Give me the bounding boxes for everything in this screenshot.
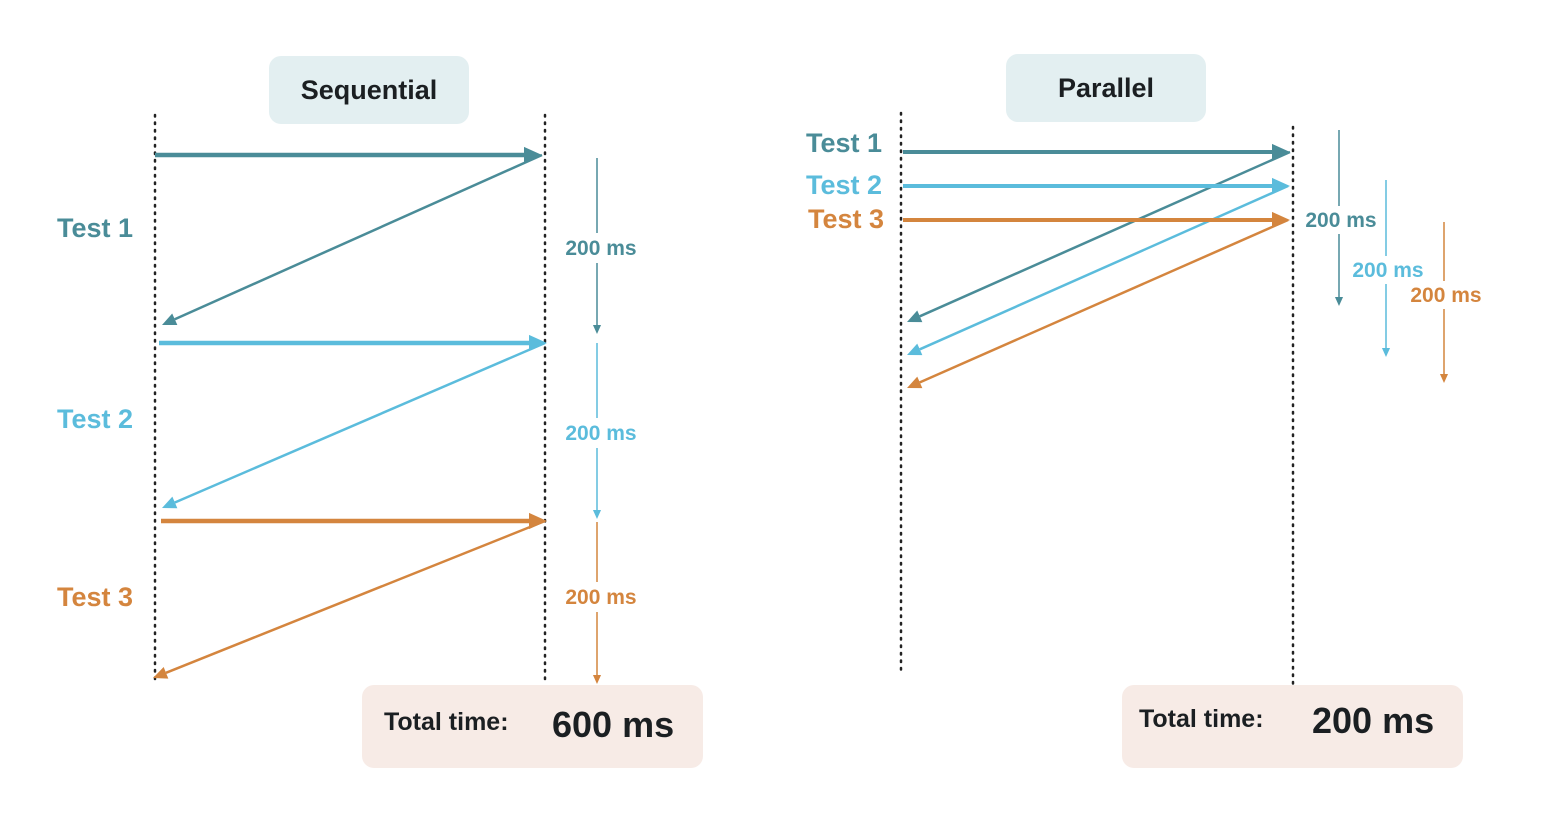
sequential-title: Sequential [269,56,469,124]
parallel-test2-request-arrow [903,177,1290,195]
parallel-test2-response-arrow [907,184,1289,356]
parallel-total-label: Total time: [1139,705,1264,733]
sequential-test1-response-arrow [162,153,543,326]
parallel-test3-request-arrow [903,211,1290,229]
parallel-total-value: 200 ms [1312,700,1435,741]
sequential-test2-label: Test 2 [57,404,133,434]
sequential-total-label: Total time: [384,708,509,736]
parallel-test1-response-arrow [907,150,1291,323]
parallel-test1-duration: 200 ms [1305,209,1376,232]
sequential-test2-request-arrow [159,334,547,352]
parallel-test2-duration: 200 ms [1352,259,1423,282]
sequential-test3-duration: 200 ms [565,586,636,609]
sequential-test2-response-arrow [162,341,546,509]
sequential-test1-request-arrow [155,146,542,164]
parallel-test3-response-arrow [907,218,1289,389]
sequential-test1-duration: 200 ms [565,237,636,260]
sequential-test2-duration: 200 ms [565,422,636,445]
parallel-test3-label: Test 3 [808,204,884,234]
parallel-total-box: Total time: 200 ms [1122,685,1463,768]
sequential-total-value: 600 ms [552,704,675,745]
parallel-test1-request-arrow [903,143,1290,161]
parallel-test1-label: Test 1 [806,128,882,158]
sequential-diagram: Test 1 200 ms Test 2 200 ms Test 3 200 ms [57,146,639,684]
parallel-test2-label: Test 2 [806,170,882,200]
sequential-total-box: Total time: 600 ms [362,685,703,768]
lifelines [153,111,1295,692]
sequential-test3-label: Test 3 [57,582,133,612]
sequential-test1-label: Test 1 [57,213,133,243]
sequential-test3-request-arrow [161,512,547,530]
sequential-test3-response-arrow [153,519,546,679]
parallel-test3-duration: 200 ms [1410,284,1481,307]
parallel-title: Parallel [1006,54,1206,122]
